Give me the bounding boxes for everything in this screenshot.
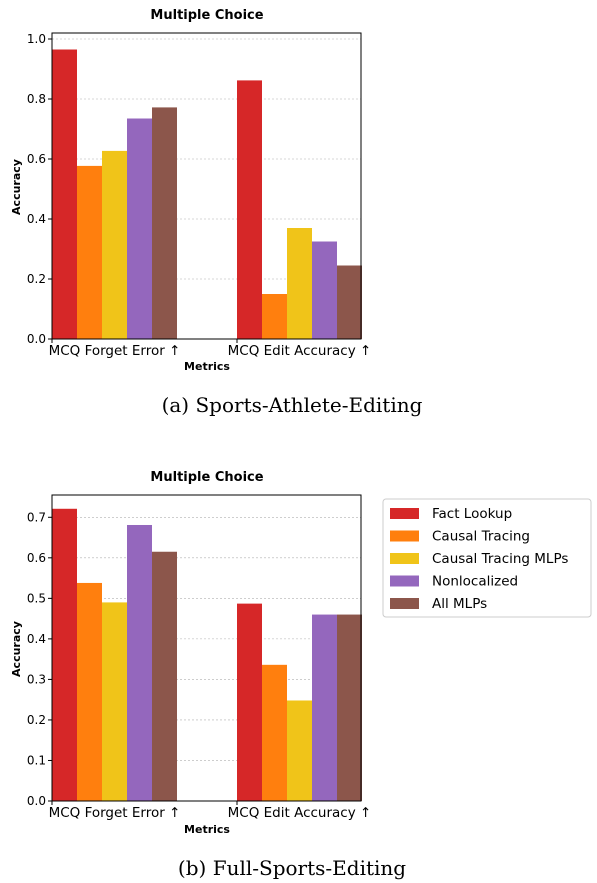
bar-nonlocalized — [127, 118, 152, 339]
y-axis-title: Accuracy — [10, 159, 23, 215]
legend: Fact Lookup Causal Tracing Causal Tracing … — [382, 498, 592, 618]
legend-swatch — [390, 575, 419, 587]
legend-swatch — [390, 508, 419, 519]
y-tick-label: 0.0 — [27, 332, 46, 346]
bar-nonlocalized — [127, 524, 152, 801]
legend-label: Causal Tracing MLPs — [432, 551, 568, 567]
y-tick-label: 1.0 — [27, 32, 46, 46]
legend-frame — [382, 498, 592, 618]
legend-swatch — [390, 530, 419, 542]
chart-title: Multiple Choice — [150, 470, 263, 485]
y-tick-label: 0.2 — [27, 272, 46, 286]
y-tick-label: 0.8 — [27, 92, 46, 106]
legend-label: All MLPs — [432, 596, 487, 612]
chart-title: Multiple Choice — [150, 8, 263, 23]
bar-all-mlps — [152, 551, 177, 801]
bar-nonlocalized — [312, 241, 337, 339]
y-tick-label: 0.2 — [27, 713, 46, 727]
bar-fact-lookup — [52, 49, 77, 339]
bar-causal-tracing — [77, 582, 102, 801]
plot-frame — [51, 32, 362, 340]
legend-label: Nonlocalized — [432, 574, 518, 590]
bar-nonlocalized — [312, 614, 337, 801]
bar-fact-lookup — [237, 603, 262, 801]
x-category-label: MCQ Edit Accuracy ↑ — [228, 343, 372, 359]
bar-all-mlps — [152, 107, 177, 340]
y-tick-label: 0.3 — [27, 672, 46, 686]
y-tick-label: 0.0 — [27, 794, 46, 808]
y-axis-title: Accuracy — [10, 621, 23, 677]
figure-caption: (a) Sports-Athlete-Editing — [162, 393, 423, 417]
legend-swatch — [390, 598, 419, 609]
y-tick-label: 0.4 — [27, 632, 46, 646]
x-axis-title: Metrics — [184, 360, 230, 373]
x-category-label: MCQ Forget Error ↑ — [49, 805, 181, 821]
y-tick-label: 0.5 — [27, 591, 46, 605]
y-tick-label: 0.1 — [27, 753, 46, 767]
bar-causal-tracing — [262, 664, 287, 801]
bar-fact-lookup — [237, 80, 262, 340]
x-category-label: MCQ Forget Error ↑ — [49, 343, 181, 359]
bar-causal-tracing-mlps — [102, 602, 127, 801]
bar-causal-tracing-mlps — [287, 700, 312, 801]
plot-frame — [51, 494, 362, 802]
x-category-labels: MCQ Forget Error ↑ MCQ Edit Accuracy ↑ — [49, 801, 372, 821]
legend-label: Causal Tracing — [432, 529, 530, 545]
y-tick-label: 0.6 — [27, 551, 46, 565]
legend-label: Fact Lookup — [432, 506, 512, 522]
y-tick-label: 0.7 — [27, 510, 46, 524]
bars — [52, 508, 362, 801]
y-tick-label: 0.4 — [27, 212, 46, 226]
y-ticks: 0.0 0.1 0.2 0.3 0.4 0.5 0.6 0.7 — [27, 510, 52, 808]
panel-a-chart: Multiple Choice 0.0 0.2 0.4 0.6 0.8 1.0 MCQ F… — [10, 8, 423, 417]
bars — [52, 49, 362, 340]
legend-swatch — [390, 553, 419, 564]
bar-fact-lookup — [52, 508, 77, 801]
figure-caption: (b) Full-Sports-Editing — [178, 856, 406, 880]
x-category-label: MCQ Edit Accuracy ↑ — [228, 805, 372, 821]
x-category-labels: MCQ Forget Error ↑ MCQ Edit Accuracy ↑ — [49, 339, 372, 359]
y-ticks: 0.0 0.2 0.4 0.6 0.8 1.0 — [27, 32, 52, 346]
bar-causal-tracing — [262, 294, 287, 339]
bar-causal-tracing-mlps — [287, 228, 312, 339]
bar-all-mlps — [337, 614, 362, 801]
panel-b-chart: Multiple Choice 0.0 0.1 0.2 0.3 0.4 0.5 0.6 0.7… — [10, 470, 406, 880]
y-tick-label: 0.6 — [27, 152, 46, 166]
bar-all-mlps — [337, 265, 362, 339]
bar-causal-tracing — [77, 165, 102, 339]
bar-causal-tracing-mlps — [102, 150, 127, 339]
x-axis-title: Metrics — [184, 823, 230, 836]
